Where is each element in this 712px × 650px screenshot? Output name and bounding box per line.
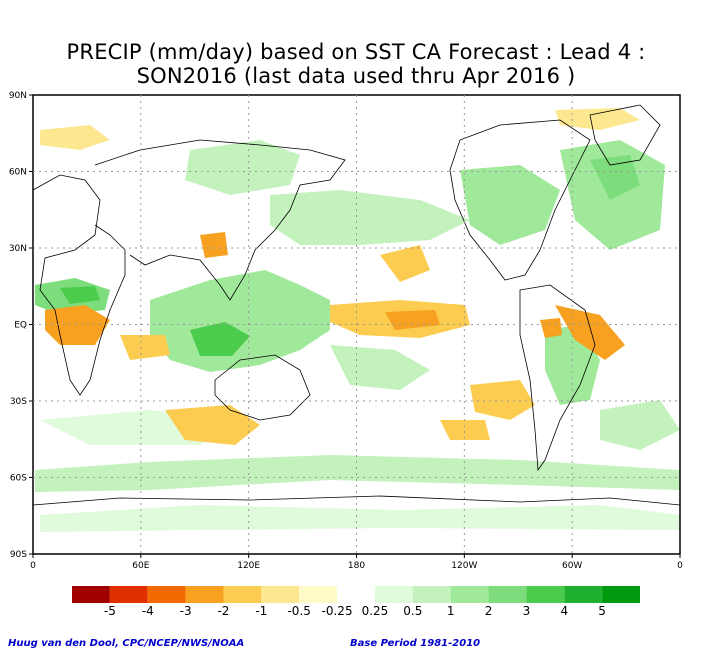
dry-region-east-indian: [120, 335, 170, 360]
legend-swatch: [299, 586, 338, 603]
legend-swatch: [374, 586, 413, 603]
dry-region-west-pacific: [200, 232, 228, 258]
lat-label: EQ: [14, 321, 27, 331]
lon-label: 0: [677, 561, 683, 571]
dry-region-greenland-sea: [555, 108, 640, 130]
coastlines: [33, 104, 680, 506]
legend-label: -0.25: [321, 604, 353, 618]
lon-label: 0: [30, 561, 36, 571]
legend-swatch: [109, 586, 148, 603]
wet-region-antarctic-coast: [40, 505, 680, 532]
wet-region-south-atlantic: [600, 400, 680, 450]
lon-label: 180: [348, 561, 365, 571]
coast-eurasia: [94, 139, 346, 301]
legend-label: 0.5: [403, 604, 423, 618]
legend-label: -2: [217, 604, 230, 618]
legend-swatch: [526, 586, 565, 603]
coast-australia: [214, 354, 311, 421]
lon-label: 60W: [562, 561, 582, 571]
wet-region-north-pacific: [270, 190, 470, 245]
wet-core-north-atlantic: [590, 155, 640, 200]
legend-label: -4: [141, 604, 154, 618]
dry-region-south-pacific: [470, 380, 535, 420]
legend-swatch: [412, 586, 451, 603]
lat-label: 60S: [10, 474, 27, 484]
legend-label: -5: [103, 604, 116, 618]
legend-label: 4: [560, 604, 569, 618]
wet-region-southern-ocean: [35, 455, 680, 492]
lat-label: 30S: [10, 397, 27, 407]
dry-region-arctic: [40, 125, 110, 150]
map-title-line1: PRECIP (mm/day) based on SST CA Forecast…: [66, 40, 646, 64]
lat-label: 90N: [9, 91, 27, 101]
legend-swatch: [223, 586, 262, 603]
legend-colorbar: [72, 586, 640, 603]
lat-label: 90S: [10, 550, 27, 560]
legend-label: -3: [179, 604, 192, 618]
legend-label: 1: [446, 604, 455, 618]
legend-swatch: [450, 586, 489, 603]
coast-greenland: [589, 104, 661, 166]
coast-south-america: [519, 284, 596, 472]
wet-core-maritime-continent: [190, 322, 250, 356]
legend-label: -1: [255, 604, 268, 618]
legend-swatch: [185, 586, 224, 603]
dry-region-south-atlantic: [440, 420, 490, 440]
coast-north-america: [449, 119, 591, 281]
dry-region-north-pacific-sub: [380, 245, 430, 282]
dry-core-equatorial-pacific: [385, 310, 440, 330]
lat-label: 60N: [9, 168, 27, 178]
lat-label: 30N: [9, 244, 27, 254]
legend-label: 2: [484, 604, 493, 618]
legend-label: -0.5: [287, 604, 311, 618]
credit-text: Huug van den Dool, CPC/NCEP/NWS/NOAA: [8, 638, 245, 649]
dry-region-indian-ocean: [45, 305, 110, 345]
coast-africa-europe: [33, 174, 126, 396]
map-title-line2: SON2016 (last data used thru Apr 2016 ): [136, 64, 576, 88]
legend-label: 5: [598, 604, 606, 618]
base-period-text: Base Period 1981-2010: [350, 638, 481, 649]
precip-fields: [35, 108, 680, 532]
legend-swatch: [72, 586, 110, 603]
lon-label: 120E: [237, 561, 260, 571]
lon-label: 120W: [451, 561, 477, 571]
wet-region-north-america: [460, 165, 560, 245]
wet-region-central-pacific: [330, 345, 430, 390]
wet-core-africa: [60, 286, 100, 304]
legend-swatch: [147, 586, 186, 603]
legend-label: 0.25: [361, 604, 389, 618]
legend-swatch: [261, 586, 300, 603]
lon-label: 60E: [132, 561, 149, 571]
wet-region-maritime-continent: [150, 270, 330, 372]
legend-label: 3: [522, 604, 531, 618]
coast-antarctica: [33, 495, 680, 506]
legend-swatch: [564, 586, 603, 603]
legend-swatch: [602, 586, 640, 603]
dry-region-south-indian: [165, 405, 260, 445]
legend-swatch: [337, 586, 375, 603]
legend-swatch: [488, 586, 527, 603]
dry-region-amazon: [540, 318, 562, 338]
wet-region-siberia: [185, 140, 300, 195]
